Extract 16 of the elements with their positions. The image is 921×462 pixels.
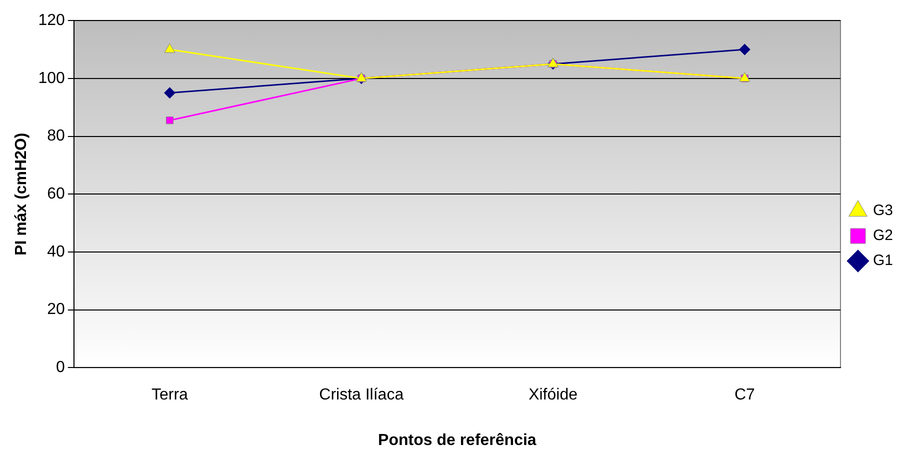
x-tick-label: Crista Ilíaca — [319, 386, 404, 404]
legend-label: G2 — [872, 227, 894, 244]
y-tick-label: 20 — [47, 301, 65, 318]
y-tick-label: 0 — [56, 359, 65, 376]
y-axis-title: PI máx (cmH2O) — [13, 132, 30, 256]
legend-label: G1 — [872, 252, 894, 270]
x-tick-label: C7 — [734, 386, 755, 404]
y-tick-label: 120 — [38, 12, 65, 30]
y-tick-label: 80 — [47, 128, 65, 145]
x-tick-label: Xifóide — [528, 386, 578, 404]
legend-label: G3 — [872, 202, 894, 220]
y-tick-label: 100 — [38, 70, 65, 87]
y-tick-label: 60 — [47, 186, 65, 203]
y-tick-label: 40 — [47, 243, 65, 260]
x-axis-title: Pontos de referência — [378, 432, 536, 449]
x-tick-label: Terra — [151, 386, 188, 404]
